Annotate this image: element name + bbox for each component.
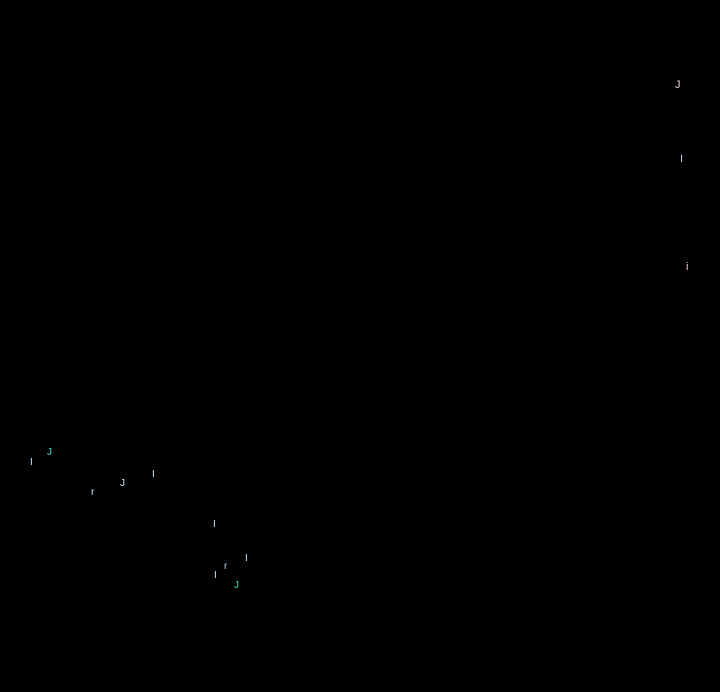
text-fragment: I bbox=[213, 520, 216, 530]
text-fragment: I bbox=[214, 571, 217, 580]
text-fragment: I bbox=[152, 470, 155, 479]
text-fragment: r bbox=[91, 488, 95, 497]
text-fragment: I bbox=[30, 458, 33, 468]
text-fragment: r bbox=[224, 562, 228, 571]
text-fragment: I bbox=[245, 554, 248, 564]
text-fragment: I bbox=[680, 154, 684, 165]
text-fragment: J bbox=[234, 581, 239, 590]
text-fragment: J bbox=[120, 479, 125, 489]
text-fragment: J bbox=[47, 448, 52, 458]
text-fragment: J bbox=[675, 80, 681, 91]
text-fragment: i bbox=[686, 262, 689, 271]
